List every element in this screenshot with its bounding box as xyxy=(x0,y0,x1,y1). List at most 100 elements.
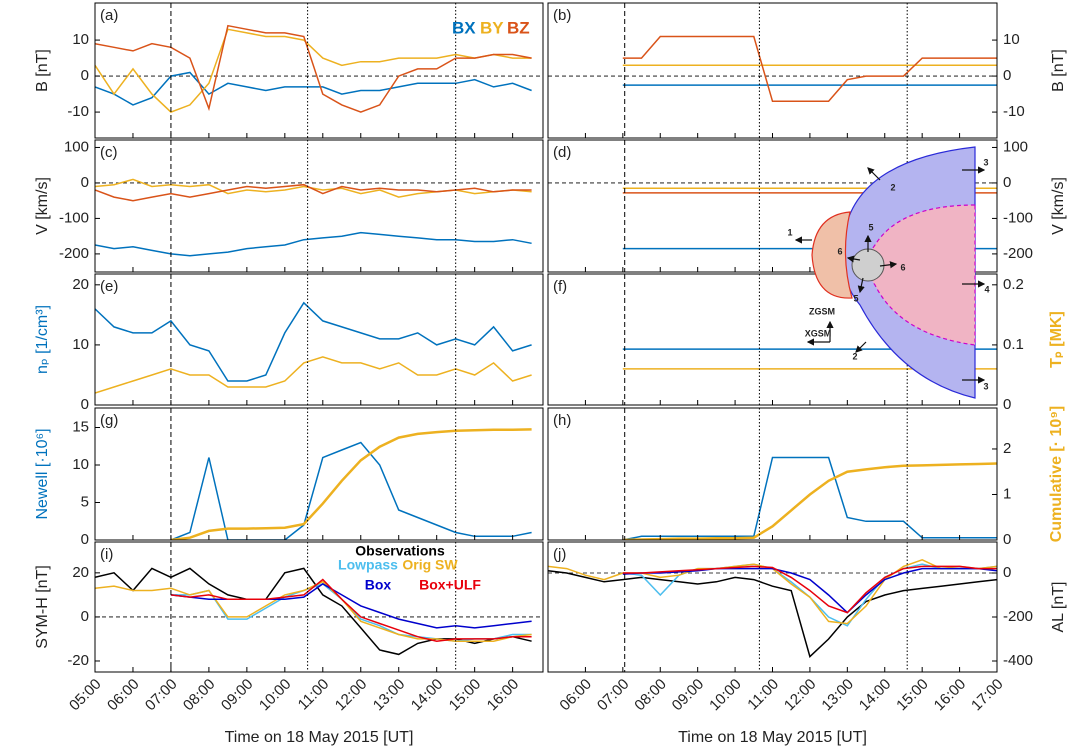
panel-label: (e) xyxy=(100,278,118,295)
y-axis-label: B [nT] xyxy=(34,49,51,92)
y2-axis-label: Cumulative [· 10⁹] xyxy=(1048,406,1065,543)
y-tick-label: 0 xyxy=(1003,564,1011,581)
y-tick-label: -100 xyxy=(1003,209,1033,226)
y-tick-label: 0 xyxy=(81,608,89,625)
y-tick-label: 10 xyxy=(72,336,89,353)
plot-area xyxy=(95,408,543,540)
panel-label: (b) xyxy=(553,7,571,24)
y-tick-label: 0 xyxy=(81,531,89,548)
x-tick-label: 16:00 xyxy=(484,676,523,715)
diagram-label: 6 xyxy=(900,262,905,272)
y-tick-label: 20 xyxy=(72,564,89,581)
legend-entry: BY xyxy=(480,18,504,37)
y-tick-label: 0 xyxy=(81,174,89,191)
figure: -10010B [nT](a)BXBYBZ-10010B [nT](b)-200… xyxy=(0,0,1087,755)
x-tick-label: 09:00 xyxy=(218,676,257,715)
x-tick-label: 11:00 xyxy=(744,676,782,714)
y-axis-label: nₚ [1/cm³] xyxy=(34,305,51,374)
y-tick-label: 100 xyxy=(64,138,89,155)
y2-axis-label: Tₚ [MK] xyxy=(1048,311,1065,368)
panel-label: (c) xyxy=(100,144,118,161)
x-tick-label: 14:00 xyxy=(856,676,895,715)
x-tick-label: 13:00 xyxy=(370,676,409,715)
diagram-label: 5 xyxy=(853,293,858,303)
y-tick-label: 0 xyxy=(1003,174,1011,191)
plot-area xyxy=(548,542,997,672)
panel-label: (g) xyxy=(100,412,118,429)
y-axis-label: B [nT] xyxy=(1050,49,1067,92)
plot-area xyxy=(548,3,997,138)
plot-area xyxy=(95,274,543,405)
y-tick-label: 10 xyxy=(72,456,89,473)
y-tick-label: 10 xyxy=(72,31,89,48)
y2-tick-label: 0.2 xyxy=(1003,276,1024,293)
diagram-label: 3 xyxy=(983,157,988,167)
y-tick-label: 0 xyxy=(81,396,89,413)
x-tick-label: 11:00 xyxy=(295,676,333,714)
y-tick-label: 0 xyxy=(1003,67,1011,84)
diagram-label: 3 xyxy=(983,381,988,391)
y-tick-label: 0 xyxy=(81,67,89,84)
y-tick-label: -400 xyxy=(1003,652,1033,669)
diagram-label: 4 xyxy=(984,284,989,294)
y-tick-label: -10 xyxy=(67,103,89,120)
panel-label: (i) xyxy=(100,546,113,563)
x-tick-label: 13:00 xyxy=(818,676,857,715)
x-tick-label: 09:00 xyxy=(669,676,708,715)
y2-tick-label: 0 xyxy=(1003,531,1011,548)
earth xyxy=(852,249,884,281)
x-axis-label: Time on 18 May 2015 [UT] xyxy=(678,729,867,746)
diagram-label: XGSM xyxy=(805,328,832,338)
panel-label: (f) xyxy=(553,278,567,295)
x-tick-label: 10:00 xyxy=(706,676,745,715)
y-axis-label: SYM-H [nT] xyxy=(34,565,51,649)
diagram-label: 1 xyxy=(787,227,792,237)
legend-entry: Box+ULF xyxy=(419,577,481,593)
panel-label: (j) xyxy=(553,546,566,563)
x-tick-label: 12:00 xyxy=(781,676,820,715)
x-tick-label: 07:00 xyxy=(594,676,633,715)
panel-label: (d) xyxy=(553,144,571,161)
plot-area xyxy=(548,408,997,540)
y-axis-label: V [km/s] xyxy=(34,177,51,235)
legend-entry: BX xyxy=(452,18,476,37)
plot-area xyxy=(95,3,543,138)
y-tick-label: 15 xyxy=(72,418,89,435)
y-axis-label: Newell [·10⁶] xyxy=(34,428,51,519)
panel-label: (h) xyxy=(553,412,571,429)
y-tick-label: 100 xyxy=(1003,138,1028,155)
panel-label: (a) xyxy=(100,7,118,24)
diagram-label: 5 xyxy=(868,222,873,232)
x-tick-label: 15:00 xyxy=(893,676,932,715)
x-tick-label: 14:00 xyxy=(408,676,447,715)
legend-entry: Lowpass xyxy=(338,557,398,573)
y-tick-label: -10 xyxy=(1003,103,1025,120)
x-tick-label: 06:00 xyxy=(556,676,595,715)
x-tick-label: 07:00 xyxy=(142,676,181,715)
legend-entry: BZ xyxy=(507,18,530,37)
plot-area xyxy=(95,542,543,672)
y-tick-label: -100 xyxy=(59,209,89,226)
legend-entry: Orig SW xyxy=(402,557,458,573)
y-tick-label: 5 xyxy=(81,493,89,510)
y-tick-label: 20 xyxy=(72,276,89,293)
y2-tick-label: 0.1 xyxy=(1003,336,1024,353)
x-tick-label: 10:00 xyxy=(256,676,295,715)
diagram-label: 6 xyxy=(837,246,842,256)
x-tick-label: 05:00 xyxy=(66,676,105,715)
y2-tick-label: 0 xyxy=(1003,396,1011,413)
x-tick-label: 06:00 xyxy=(104,676,143,715)
y2-tick-label: 1 xyxy=(1003,485,1011,502)
y2-tick-label: 2 xyxy=(1003,440,1011,457)
diagram-label: ZGSM xyxy=(809,306,835,316)
y-axis-label: AL [nT] xyxy=(1050,582,1067,633)
x-axis-label: Time on 18 May 2015 [UT] xyxy=(225,729,414,746)
legend-entry: Box xyxy=(365,577,392,593)
y-tick-label: -200 xyxy=(59,245,89,262)
y-tick-label: -200 xyxy=(1003,608,1033,625)
x-tick-label: 17:00 xyxy=(968,676,1007,715)
x-tick-label: 16:00 xyxy=(931,676,970,715)
x-tick-label: 12:00 xyxy=(332,676,371,715)
y-axis-label: V [km/s] xyxy=(1050,177,1067,235)
x-tick-label: 08:00 xyxy=(180,676,219,715)
